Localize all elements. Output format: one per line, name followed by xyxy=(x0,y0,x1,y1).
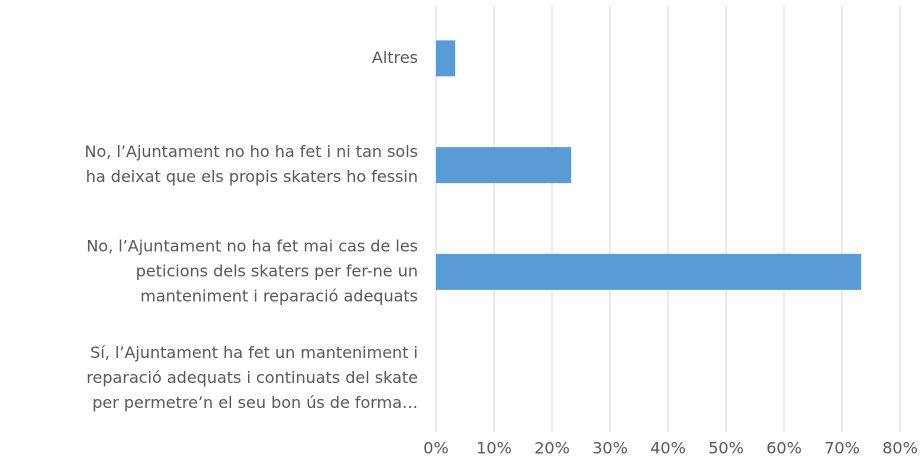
y-tick-label: manteniment i reparació adequats xyxy=(140,286,418,305)
y-tick-label: reparació adequats i continuats del skat… xyxy=(86,368,418,387)
bar xyxy=(436,147,572,184)
x-tick-label: 30% xyxy=(592,439,628,458)
bar xyxy=(436,40,456,77)
x-tick-label: 60% xyxy=(766,439,802,458)
x-tick-label: 20% xyxy=(534,439,570,458)
y-tick-label: per permetre’n el seu bon ús de forma… xyxy=(92,393,418,412)
y-tick-label: No, l’Ajuntament no ha fet mai cas de le… xyxy=(86,236,418,255)
x-tick-label: 40% xyxy=(650,439,686,458)
x-tick-label: 0% xyxy=(423,439,448,458)
x-tick-label: 80% xyxy=(882,439,918,458)
y-tick-label: Altres xyxy=(372,48,418,67)
y-tick-label: No, l’Ajuntament no ho ha fet i ni tan s… xyxy=(85,142,418,161)
y-tick-label: ha deixat que els propis skaters ho fess… xyxy=(86,167,418,186)
y-tick-label: Sí, l’Ajuntament ha fet un manteniment i xyxy=(90,343,418,362)
x-tick-label: 50% xyxy=(708,439,744,458)
x-tick-label: 10% xyxy=(476,439,512,458)
y-tick-label: peticions dels skaters per fer-ne un xyxy=(136,261,418,280)
bar xyxy=(436,253,862,290)
x-tick-label: 70% xyxy=(824,439,860,458)
